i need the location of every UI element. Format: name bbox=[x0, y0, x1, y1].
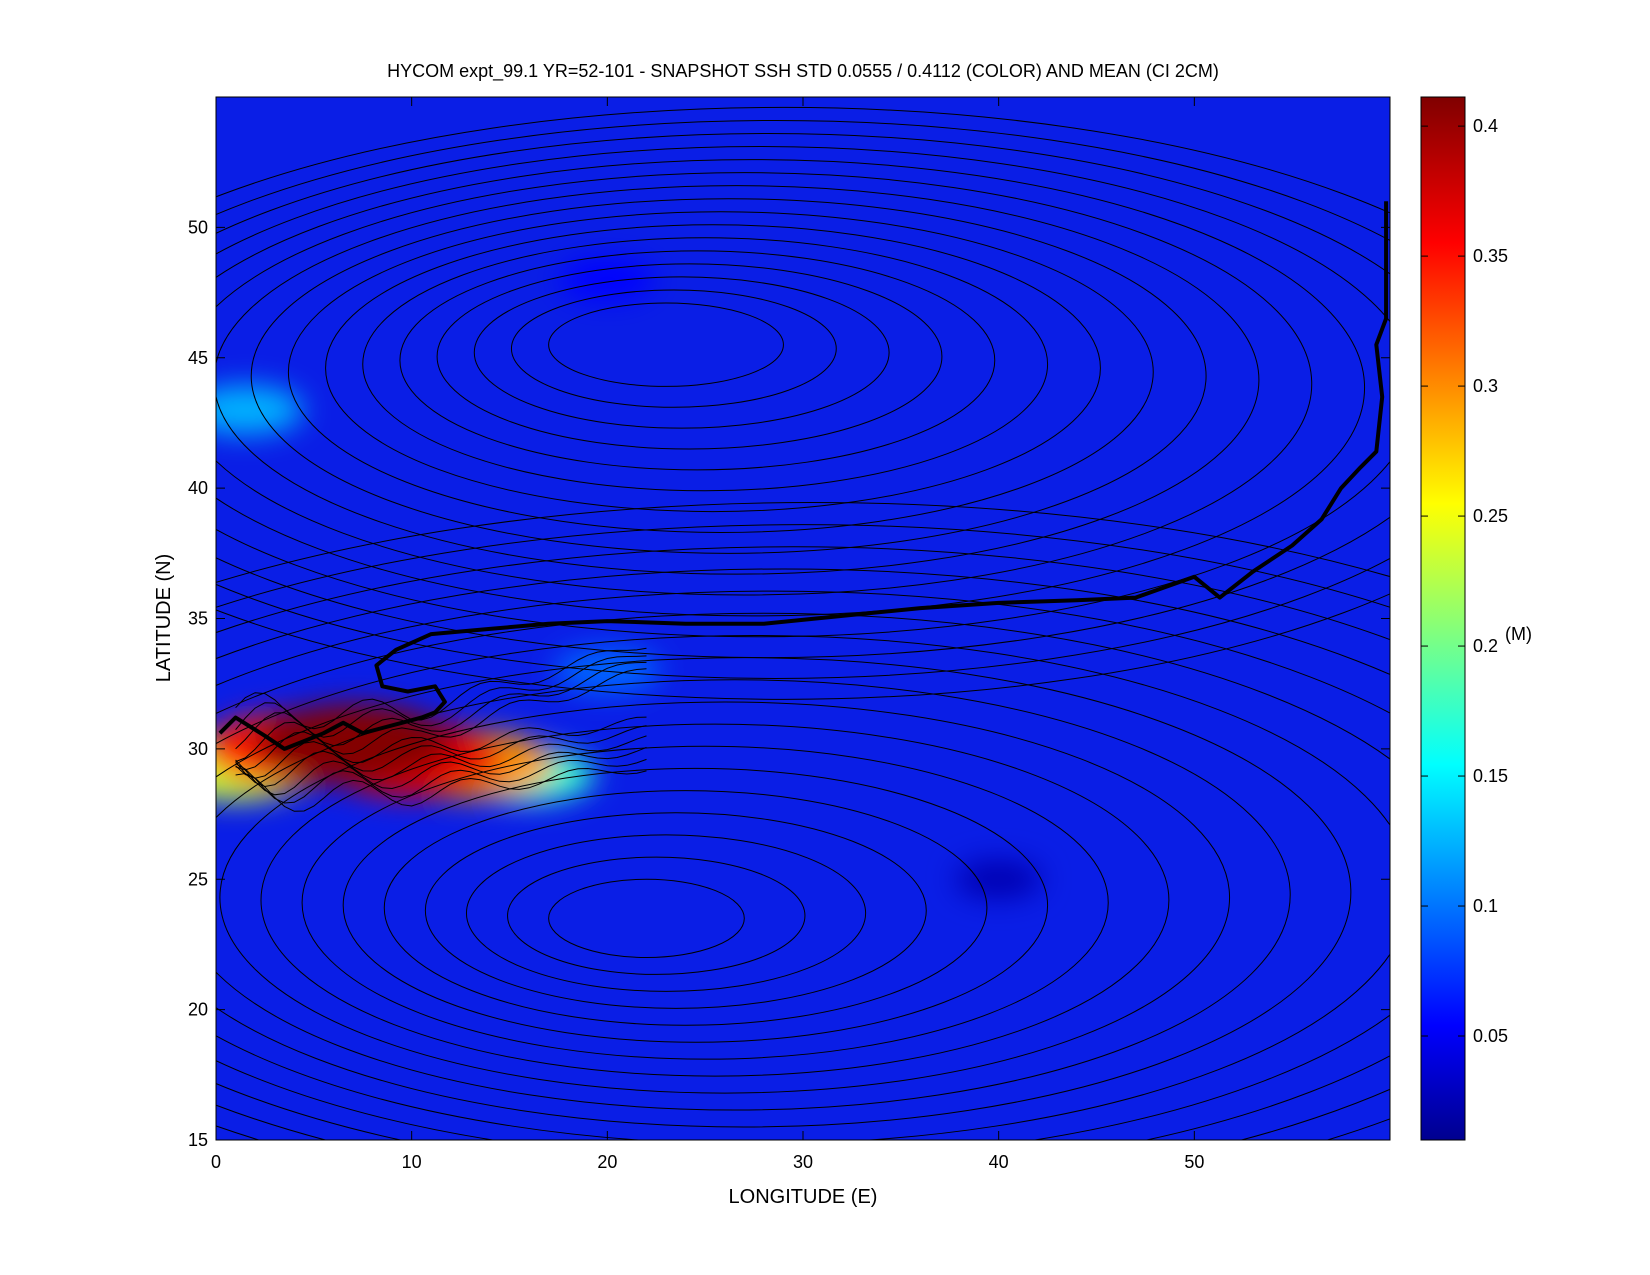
contour-line-32 bbox=[216, 524, 1390, 608]
y-tick-label: 40 bbox=[188, 478, 208, 498]
contour-line-34 bbox=[235, 767, 647, 812]
colorbar-tick-label: 0.2 bbox=[1473, 636, 1498, 656]
contour-line-8 bbox=[250, 198, 1207, 554]
contour-line-24 bbox=[219, 701, 1231, 1094]
y-tick-label: 45 bbox=[188, 348, 208, 368]
colorbar bbox=[1420, 96, 1466, 1141]
contour-line-37 bbox=[235, 735, 647, 788]
x-tick-label: 50 bbox=[1184, 1152, 1204, 1172]
contour-line-39 bbox=[235, 716, 647, 771]
y-axis: 15 20 25 30 35 40 45 50 bbox=[188, 217, 1390, 1150]
std-blob-3 bbox=[216, 385, 304, 435]
colorbar-ticks: 0.05 0.1 0.15 0.2 0.25 0.3 0.35 0.4 bbox=[1421, 116, 1508, 1046]
y-tick-label: 35 bbox=[188, 609, 208, 629]
contour-line-43 bbox=[235, 647, 647, 730]
chart-title: HYCOM expt_99.1 YR=52-101 - SNAPSHOT SSH… bbox=[387, 61, 1219, 82]
std-blob-1 bbox=[559, 258, 655, 301]
std-blob-2 bbox=[553, 647, 661, 694]
zero-ssh-contour bbox=[218, 201, 1389, 751]
contour-line-18 bbox=[465, 834, 867, 992]
x-tick-label: 30 bbox=[793, 1152, 813, 1172]
contour-line-19 bbox=[424, 812, 927, 1009]
contour-line-25 bbox=[216, 679, 1291, 1111]
colorbar-tick-label: 0.1 bbox=[1473, 896, 1498, 916]
contour-line-28 bbox=[216, 612, 1390, 1140]
colorbar-unit-label: (M) bbox=[1505, 624, 1532, 644]
contour-line-1 bbox=[510, 289, 837, 408]
y-tick-label: 50 bbox=[188, 217, 208, 237]
contour-line-14 bbox=[216, 120, 1390, 679]
contour-line-5 bbox=[362, 237, 1049, 492]
contour-line-27 bbox=[216, 635, 1390, 1140]
std-blob-0 bbox=[955, 860, 1042, 899]
contour-line-11 bbox=[216, 159, 1365, 617]
contour-line-30 bbox=[216, 568, 1390, 1140]
contour-line-4 bbox=[399, 250, 996, 471]
colorbar-tick-label: 0.05 bbox=[1473, 1026, 1508, 1046]
colorbar-tick-label: 0.3 bbox=[1473, 376, 1498, 396]
x-tick-label: 20 bbox=[597, 1152, 617, 1172]
colorbar-tick-label: 0.4 bbox=[1473, 116, 1498, 136]
contour-line-33 bbox=[216, 502, 1390, 584]
contour-line-2 bbox=[473, 276, 890, 429]
contour-line-17 bbox=[507, 856, 806, 975]
x-axis-label: LONGITUDE (E) bbox=[729, 1186, 878, 1208]
x-tick-label: 40 bbox=[989, 1152, 1009, 1172]
y-axis-label: LATITUDE (N) bbox=[153, 554, 175, 683]
mean-ssh-contours bbox=[216, 107, 1390, 1140]
contour-line-22 bbox=[301, 745, 1109, 1060]
contour-line-12 bbox=[216, 146, 1390, 638]
contour-line-21 bbox=[342, 767, 1049, 1043]
x-axis: 0 10 20 30 40 50 bbox=[211, 97, 1204, 1172]
contour-line-10 bbox=[216, 172, 1313, 596]
colorbar-tick-label: 0.25 bbox=[1473, 506, 1508, 526]
plot-area bbox=[216, 97, 1390, 1140]
contour-line-15 bbox=[216, 107, 1390, 700]
contour-line-9 bbox=[216, 185, 1260, 575]
contour-line-7 bbox=[287, 211, 1154, 533]
contour-line-6 bbox=[325, 224, 1101, 513]
x-tick-label: 0 bbox=[211, 1152, 221, 1172]
contour-line-31 bbox=[216, 546, 1390, 1140]
contour-line-26 bbox=[216, 657, 1352, 1128]
contour-line-35 bbox=[235, 758, 647, 804]
colorbar-tick-label: 0.35 bbox=[1473, 246, 1508, 266]
y-tick-label: 25 bbox=[188, 869, 208, 889]
contour-line-16 bbox=[548, 878, 745, 958]
contour-line-20 bbox=[383, 790, 988, 1026]
y-tick-label: 20 bbox=[188, 1000, 208, 1020]
y-tick-label: 30 bbox=[188, 739, 208, 759]
contour-line-42 bbox=[235, 655, 647, 738]
contour-line-3 bbox=[436, 263, 943, 450]
colorbar-tick-label: 0.15 bbox=[1473, 766, 1508, 786]
contour-line-0 bbox=[548, 302, 784, 387]
contour-line-29 bbox=[216, 590, 1390, 1140]
x-tick-label: 10 bbox=[402, 1152, 422, 1172]
contour-line-36 bbox=[235, 746, 647, 796]
contour-line-23 bbox=[260, 723, 1170, 1077]
y-tick-label: 15 bbox=[188, 1130, 208, 1150]
